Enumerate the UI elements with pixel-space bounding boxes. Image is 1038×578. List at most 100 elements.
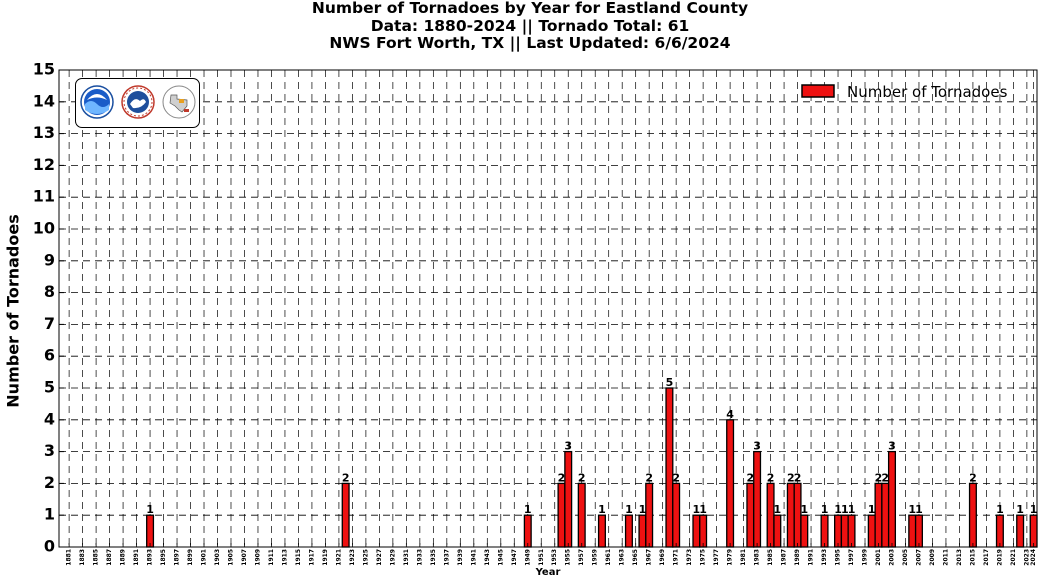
x-tick-label: 1987 [781,549,788,566]
x-tick-label: 2003 [888,549,895,566]
bar-1974 [692,514,701,548]
x-tick-label: 1963 [619,549,626,566]
x-axis-ticks: 1881 1883 1885 1887 1889 1891 1893 1895 1897 1899… [66,543,1037,566]
bar-value-label-1949: 1 [524,503,532,516]
bar-value-label-1967: 2 [645,471,653,484]
bar-value-label-1974: 1 [693,503,701,516]
bar-value-label-1983: 3 [753,440,761,453]
x-tick-label: 1969 [659,549,666,566]
x-tick-label: 1893 [147,549,154,566]
x-tick-label: 2013 [956,549,963,566]
x-tick-label: 1951 [538,549,545,566]
x-tick-label: 1947 [511,549,518,566]
bar-value-label-1893: 1 [146,503,154,516]
y-tick-label: 8 [44,282,55,301]
x-tick-label: 1919 [322,549,329,566]
bar-value-label-1954: 2 [558,471,566,484]
bar-1893 [146,514,155,548]
title-line-1: Number of Tornadoes by Year for Eastland… [311,0,749,17]
x-tick-label: 1977 [713,549,720,566]
x-tick-label: 1925 [362,549,369,566]
bar-value-label-1982: 2 [747,471,755,484]
y-tick-label: 9 [44,250,55,269]
x-tick-label: 1899 [187,549,194,566]
bar-value-label-2006: 1 [908,503,916,516]
grid-lines [59,70,1037,547]
bar-2024 [1029,514,1038,548]
bar-value-label-1989: 2 [794,471,802,484]
x-tick-label: 2021 [1010,549,1017,566]
x-tick-label: 1931 [403,549,410,566]
x-tick-label: 1883 [79,549,86,566]
legend-label: Number of Tornadoes [847,83,1008,101]
logo-panel [75,78,200,128]
x-tick-label: 1937 [443,549,450,566]
bar-2015 [968,482,977,548]
bar-value-label-1995: 1 [834,503,842,516]
bar-value-label-2022: 1 [1016,503,1024,516]
bar-2019 [995,514,1004,548]
bar-1975 [699,514,708,548]
x-tick-label: 2001 [875,549,882,566]
bar-2007 [914,514,923,548]
x-tick-label: 1921 [335,549,342,566]
x-tick-label: 1941 [470,549,477,566]
y-tick-label: 7 [44,314,55,333]
bar-1993 [820,514,829,548]
bar-1967 [645,482,654,548]
x-tick-label: 1945 [497,549,504,566]
x-tick-label: 1915 [295,549,302,566]
bar-1983 [753,450,762,548]
x-tick-label: 1975 [700,549,707,566]
x-axis-label: Year [535,567,561,578]
x-tick-label: 1949 [524,549,531,566]
bar-2003 [887,450,897,548]
legend-swatch [801,84,835,98]
y-tick-label: 0 [44,537,55,556]
title-line-3: NWS Fort Worth, TX || Last Updated: 6/6/… [329,34,731,52]
x-tick-label: 1929 [389,549,396,566]
bar-1955 [564,450,573,548]
x-tick-label: 1885 [93,549,100,566]
bar-value-label-2003: 3 [888,440,896,453]
title-line-2: Data: 1880-2024 || Tornado Total: 61 [370,16,690,35]
x-tick-label: 1889 [120,549,127,566]
x-tick-label: 2023 [1023,549,1030,566]
y-tick-label: 11 [33,187,55,206]
x-tick-label: 1959 [592,549,599,566]
bar-value-label-1996: 1 [841,503,849,516]
x-tick-label: 1973 [686,549,693,566]
x-tick-label: 1917 [308,549,315,566]
bar-value-label-2024: 1 [1030,503,1038,516]
x-tick-label: 1901 [201,549,208,566]
x-tick-label: 1985 [767,549,774,566]
bar-value-label-1993: 1 [821,503,829,516]
x-tick-label: 1881 [66,549,73,566]
bar-1949 [523,514,532,548]
bar-value-label-1997: 1 [848,503,856,516]
x-tick-label: 1903 [214,549,221,566]
bar-value-label-1986: 1 [773,503,781,516]
y-tick-label: 12 [33,155,55,174]
x-tick-label: 2005 [902,549,909,566]
bar-1957 [577,482,586,548]
y-tick-label: 1 [44,505,55,524]
y-tick-label: 5 [44,378,55,397]
y-tick-label: 14 [33,91,55,110]
y-tick-label: 2 [44,473,55,492]
bar-1960 [597,514,606,548]
y-tick-label: 6 [44,346,55,365]
bar-value-label-1975: 1 [699,503,707,516]
x-tick-label: 1891 [133,549,140,566]
bar-value-label-1922: 2 [342,471,350,484]
x-tick-label: 1953 [551,549,558,566]
x-tick-label: 1971 [673,549,680,566]
plot-area-frame [58,69,1038,548]
y-tick-label: 13 [33,123,55,142]
x-tick-label: 1897 [174,549,181,566]
bar-value-label-1985: 2 [767,471,775,484]
noaa-logo [80,85,114,119]
x-tick-label: 2019 [996,549,1003,566]
